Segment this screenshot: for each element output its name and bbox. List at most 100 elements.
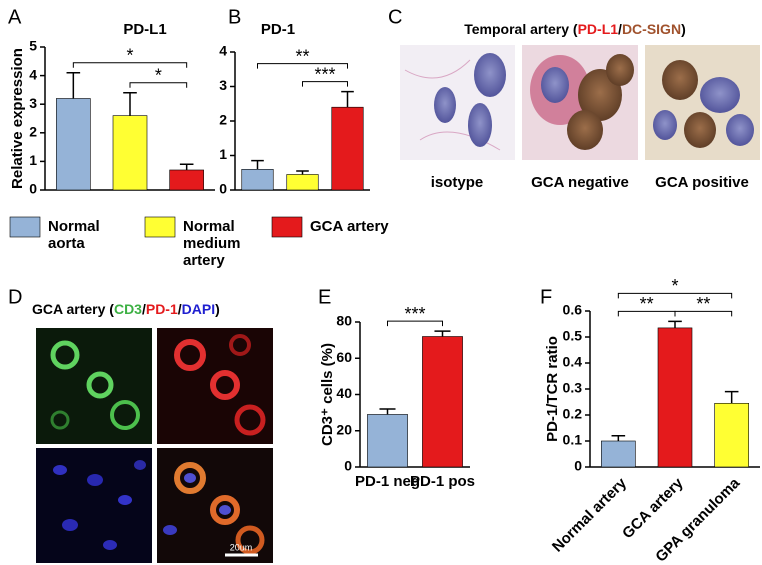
title-part: CD3 bbox=[114, 301, 142, 317]
x-tick-label: PD-1 pos bbox=[409, 473, 475, 490]
significance-bracket bbox=[674, 310, 733, 317]
panel-title: Temporal artery (PD-L1/DC-SIGN) bbox=[464, 21, 685, 37]
title-part: ) bbox=[681, 21, 686, 37]
title-part: PD-L1 bbox=[578, 21, 619, 37]
y-tick-label: 0 bbox=[344, 458, 352, 474]
significance-bracket bbox=[617, 292, 733, 299]
title-part: DAPI bbox=[182, 301, 215, 317]
title-part: GCA artery ( bbox=[32, 301, 114, 317]
y-tick-label: 0 bbox=[574, 458, 582, 474]
y-axis-label: PD-1/TCR ratio bbox=[544, 336, 561, 442]
title-part: ) bbox=[215, 301, 220, 317]
bar bbox=[169, 169, 204, 191]
title-part: DC-SIGN bbox=[622, 21, 681, 37]
y-tick-label: 5 bbox=[29, 38, 37, 54]
significance-bracket bbox=[302, 81, 348, 87]
significance-label: ** bbox=[640, 294, 654, 314]
legend-label: GCA artery bbox=[310, 218, 389, 235]
error-bar bbox=[179, 163, 194, 170]
fluorescence-merge bbox=[157, 448, 273, 563]
y-tick-label: 40 bbox=[336, 385, 352, 401]
y-tick-label: 80 bbox=[336, 313, 352, 329]
error-bar bbox=[724, 390, 739, 404]
x-tick-label: Normal artery bbox=[549, 474, 630, 555]
fluorescence-dapi bbox=[36, 448, 152, 563]
micrograph-gca-positive bbox=[645, 45, 760, 160]
error-bar bbox=[379, 408, 396, 415]
y-tick-label: 0 bbox=[29, 181, 37, 197]
title-part: PD-1 bbox=[146, 301, 178, 317]
panel-letter: C bbox=[388, 6, 402, 28]
panel-letter: B bbox=[228, 6, 241, 28]
significance-bracket bbox=[72, 62, 188, 68]
fluorescence-pd1 bbox=[157, 328, 273, 444]
panel-title: GCA artery (CD3/PD-1/DAPI) bbox=[32, 301, 220, 317]
y-tick-label: 1 bbox=[29, 152, 37, 168]
legend-swatch bbox=[271, 216, 303, 238]
y-tick-label: 2 bbox=[29, 124, 37, 140]
error-bar bbox=[668, 320, 682, 328]
bar bbox=[657, 327, 693, 468]
bar bbox=[241, 169, 274, 191]
y-tick-label: 0.1 bbox=[563, 432, 583, 448]
significance-label: ** bbox=[696, 294, 710, 314]
legend-swatch bbox=[9, 216, 41, 238]
error-bar bbox=[66, 71, 81, 99]
bar bbox=[367, 414, 408, 468]
y-tick-label: 2 bbox=[219, 112, 227, 128]
image-label: GCA positive bbox=[655, 174, 749, 191]
scale-bar-label: 20um bbox=[230, 542, 253, 552]
chart-title: PD-L1 bbox=[123, 21, 166, 38]
y-axis-label: CD3⁺ cells (%) bbox=[319, 343, 336, 446]
micrograph-gca-negative bbox=[522, 45, 638, 160]
chart-title: PD-1 bbox=[261, 21, 295, 38]
significance-label: *** bbox=[404, 304, 425, 324]
x-tick-label: PD-1 neg bbox=[354, 473, 420, 490]
title-part: / bbox=[178, 301, 182, 317]
y-tick-label: 1 bbox=[219, 146, 227, 162]
title-part: Temporal artery ( bbox=[464, 21, 578, 37]
bar bbox=[714, 402, 749, 468]
significance-bracket bbox=[387, 320, 443, 327]
bar bbox=[112, 115, 148, 191]
error-bar bbox=[296, 170, 309, 175]
bar bbox=[422, 336, 463, 468]
y-tick-label: 0 bbox=[219, 181, 227, 197]
panel-letter: D bbox=[8, 286, 22, 308]
title-part: / bbox=[142, 301, 146, 317]
panel-letter: F bbox=[540, 286, 552, 308]
y-tick-label: 0.4 bbox=[563, 354, 583, 370]
y-tick-label: 4 bbox=[219, 43, 227, 59]
significance-label: * bbox=[671, 276, 678, 296]
y-tick-label: 0.5 bbox=[563, 328, 583, 344]
y-axis-label: Relative expression bbox=[9, 48, 26, 189]
panel-letter: E bbox=[318, 286, 331, 308]
bar bbox=[56, 98, 91, 191]
significance-bracket bbox=[257, 63, 348, 69]
legend-swatch bbox=[144, 216, 176, 238]
legend-label: Normal medium artery bbox=[183, 218, 241, 269]
y-tick-label: 0.3 bbox=[563, 380, 583, 396]
title-part: / bbox=[618, 21, 622, 37]
error-bar bbox=[341, 90, 354, 108]
y-tick-label: 0.6 bbox=[563, 302, 583, 318]
y-tick-label: 0.2 bbox=[563, 406, 583, 422]
bar bbox=[331, 106, 364, 191]
y-tick-label: 3 bbox=[29, 95, 37, 111]
panel-letter: A bbox=[8, 6, 22, 28]
significance-label: * bbox=[155, 66, 162, 86]
error-bar bbox=[123, 92, 137, 116]
image-label: GCA negative bbox=[531, 174, 629, 191]
y-tick-label: 60 bbox=[336, 349, 352, 365]
significance-label: *** bbox=[314, 64, 335, 84]
error-bar bbox=[251, 159, 264, 170]
y-tick-label: 3 bbox=[219, 77, 227, 93]
significance-label: * bbox=[126, 45, 133, 65]
micrograph-isotype bbox=[400, 45, 515, 160]
significance-bracket bbox=[129, 82, 188, 88]
image-label: isotype bbox=[431, 174, 484, 191]
significance-label: ** bbox=[295, 46, 309, 66]
fluorescence-cd3 bbox=[36, 328, 152, 444]
